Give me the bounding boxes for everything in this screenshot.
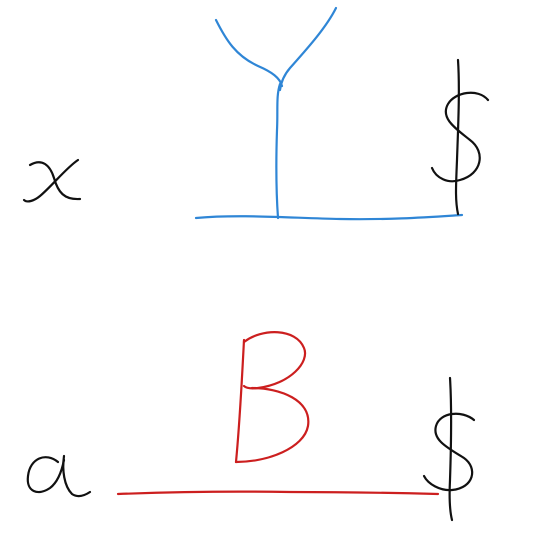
tree-y-glyph (214, 6, 338, 220)
end-marker-dollar-2 (422, 376, 476, 522)
variable-x-glyph (22, 158, 82, 203)
row-2 (26, 331, 476, 522)
variable-a-glyph (26, 454, 92, 498)
baseline-red (116, 490, 440, 496)
baseline-blue (194, 213, 464, 221)
letter-b-glyph (234, 331, 310, 464)
row-1 (22, 6, 490, 221)
end-marker-dollar-1 (430, 58, 490, 216)
